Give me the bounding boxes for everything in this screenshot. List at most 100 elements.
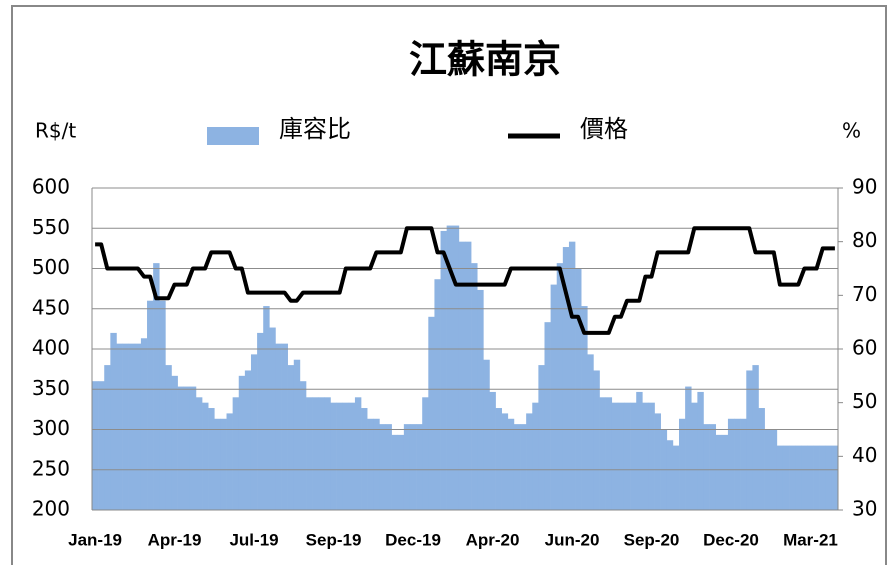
bar bbox=[642, 402, 649, 510]
bar bbox=[299, 381, 307, 510]
bar bbox=[324, 397, 331, 510]
bar bbox=[526, 413, 533, 510]
x-tick-label: Jul-19 bbox=[229, 530, 278, 549]
bar bbox=[140, 338, 148, 510]
bar bbox=[727, 418, 735, 510]
bar bbox=[544, 322, 551, 510]
bar bbox=[556, 263, 564, 510]
bar bbox=[189, 386, 197, 510]
legend-label: 庫容比 bbox=[279, 115, 351, 143]
y2-tick-label: 40 bbox=[852, 443, 877, 467]
bar bbox=[214, 418, 221, 510]
y-axis-label: R$/t bbox=[35, 119, 76, 143]
bar bbox=[789, 445, 796, 510]
y-tick-label: 250 bbox=[32, 456, 70, 480]
bar bbox=[654, 413, 661, 510]
y2-tick-label: 80 bbox=[852, 228, 877, 252]
bar bbox=[679, 418, 686, 510]
bar bbox=[813, 445, 820, 510]
bar bbox=[379, 424, 386, 510]
bar bbox=[342, 402, 350, 510]
bar bbox=[98, 381, 105, 510]
legend-swatch bbox=[207, 127, 259, 145]
bar bbox=[685, 386, 692, 510]
bar bbox=[171, 375, 178, 510]
bar bbox=[495, 408, 502, 510]
bar bbox=[373, 418, 380, 510]
x-tick-label: Mar-21 bbox=[783, 530, 838, 549]
bar bbox=[116, 343, 123, 510]
bar bbox=[293, 359, 301, 510]
bar bbox=[825, 445, 833, 510]
bar bbox=[232, 397, 240, 510]
y-tick-label: 200 bbox=[32, 497, 70, 521]
bar bbox=[195, 397, 203, 510]
bar bbox=[740, 418, 747, 510]
bar bbox=[538, 365, 545, 510]
frame bbox=[11, 5, 887, 565]
bar bbox=[501, 413, 509, 510]
bar bbox=[562, 247, 570, 511]
bar bbox=[208, 408, 215, 510]
x-tick-label: Apr-19 bbox=[148, 530, 202, 549]
bar bbox=[691, 402, 698, 510]
bar bbox=[599, 397, 606, 510]
y2-tick-label: 70 bbox=[852, 282, 877, 306]
bar bbox=[636, 391, 643, 510]
y-tick-label: 450 bbox=[32, 295, 70, 319]
bar bbox=[220, 418, 227, 510]
bar bbox=[623, 402, 631, 510]
bar bbox=[263, 306, 270, 510]
bar bbox=[318, 397, 325, 510]
bar bbox=[165, 365, 172, 510]
bar bbox=[782, 445, 790, 510]
bar bbox=[104, 365, 111, 510]
bar bbox=[703, 424, 710, 510]
bar bbox=[147, 300, 154, 510]
bar bbox=[281, 343, 288, 510]
chart-title: 江蘇南京 bbox=[409, 38, 561, 82]
bar bbox=[446, 225, 454, 511]
bar bbox=[801, 445, 808, 510]
bar bbox=[672, 445, 680, 510]
bar bbox=[153, 263, 160, 510]
bar bbox=[403, 424, 411, 510]
bar bbox=[110, 332, 117, 510]
bar bbox=[416, 424, 423, 510]
y-tick-label: 400 bbox=[32, 336, 70, 360]
bar bbox=[385, 424, 392, 510]
x-tick-label: Dec-20 bbox=[703, 530, 759, 549]
bar bbox=[550, 284, 558, 510]
y-tick-label: 550 bbox=[32, 215, 70, 239]
bar bbox=[587, 354, 594, 510]
bar bbox=[238, 375, 246, 510]
bar bbox=[483, 359, 490, 510]
bar bbox=[183, 386, 191, 510]
bar bbox=[422, 397, 429, 510]
y2-tick-label: 60 bbox=[852, 336, 877, 360]
bar bbox=[367, 418, 374, 510]
bar bbox=[721, 434, 729, 510]
y-tick-label: 300 bbox=[32, 416, 70, 440]
y2-tick-label: 30 bbox=[852, 497, 877, 521]
bar bbox=[128, 343, 136, 510]
bar bbox=[244, 370, 252, 510]
x-tick-label: Dec-19 bbox=[385, 530, 441, 549]
bar bbox=[312, 397, 319, 510]
y-tick-label: 600 bbox=[32, 175, 70, 199]
y2-axis-label: % bbox=[842, 119, 861, 143]
y-tick-label: 500 bbox=[32, 255, 70, 279]
bar bbox=[134, 343, 142, 510]
bar bbox=[648, 402, 655, 510]
bar bbox=[202, 402, 209, 510]
bar bbox=[452, 225, 460, 511]
bar bbox=[605, 397, 613, 510]
bar bbox=[758, 408, 765, 510]
bar bbox=[630, 402, 637, 510]
bar bbox=[226, 413, 233, 510]
y2-tick-label: 50 bbox=[852, 389, 877, 413]
legend-label: 價格 bbox=[580, 115, 628, 143]
bar bbox=[391, 434, 399, 510]
y-tick-label: 350 bbox=[32, 376, 70, 400]
